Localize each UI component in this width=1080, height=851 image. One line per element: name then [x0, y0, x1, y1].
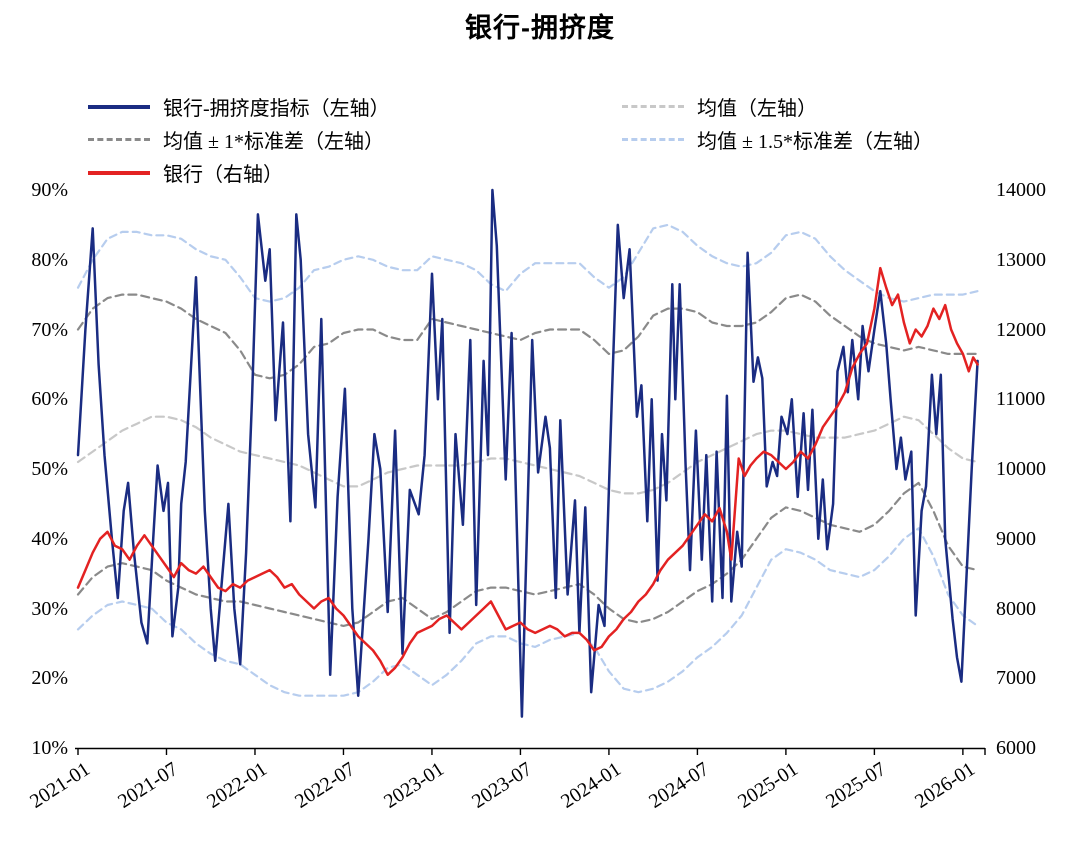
- legend-crowding-line-icon: [88, 104, 150, 109]
- right-axis-tick-label: 10000: [996, 458, 1046, 480]
- left-axis-tick-label: 10%: [31, 737, 68, 759]
- left-axis-tick-label: 40%: [31, 527, 68, 550]
- legend-item: 均值 ± 1.5*标准差（左轴）: [622, 123, 933, 156]
- legend-item: 均值 ± 1*标准差（左轴）: [88, 123, 390, 156]
- left-axis-tick-label: 70%: [31, 318, 68, 341]
- left-axis-tick-label: 30%: [31, 597, 68, 620]
- series-line: [76, 527, 979, 697]
- series-line: [76, 266, 979, 677]
- legend: 银行-拥挤度指标（左轴） 均值 ± 1*标准差（左轴） 银行（右轴） 均值（左轴）均…: [0, 90, 1080, 186]
- right-axis-tick-label: 9000: [996, 527, 1036, 550]
- legend-label: 均值 ± 1.5*标准差（左轴）: [697, 131, 933, 153]
- right-axis-tick-label: 8000: [996, 597, 1036, 620]
- series-line: [76, 481, 979, 627]
- right-axis-tick-label: 13000: [996, 248, 1046, 271]
- legend-label: 均值 ± 1*标准差（左轴）: [163, 131, 384, 153]
- right-axis-tick-label: 7000: [996, 667, 1036, 690]
- right-axis-tick-label: 11000: [996, 388, 1046, 411]
- left-axis-tick-label: 60%: [31, 388, 68, 411]
- chart-title: 银行-拥挤度: [465, 13, 615, 43]
- left-axis-tick-label: 50%: [31, 458, 68, 480]
- legend-bank-line-icon: [88, 170, 150, 175]
- legend-item: 银行-拥挤度指标（左轴）: [88, 90, 390, 123]
- right-axis-tick-label: 14000: [996, 179, 1046, 201]
- legend-item: 银行（右轴）: [88, 156, 390, 189]
- right-axis-tick-label: 6000: [996, 737, 1036, 759]
- legend-column-left: 银行-拥挤度指标（左轴） 均值 ± 1*标准差（左轴） 银行（右轴）: [88, 90, 390, 189]
- legend-band15-line-icon: [622, 138, 684, 141]
- right-axis-tick-label: 12000: [996, 318, 1046, 341]
- legend-label: 银行-拥挤度指标（左轴）: [163, 98, 390, 120]
- left-axis-tick-label: 80%: [31, 248, 68, 271]
- legend-label: 银行（右轴）: [163, 164, 283, 186]
- legend-column-right: 均值（左轴） 均值 ± 1.5*标准差（左轴）: [622, 90, 933, 156]
- series-line: [76, 223, 979, 303]
- legend-mean-line-icon: [622, 105, 684, 108]
- series-line: [76, 188, 979, 718]
- legend-band1-line-icon: [88, 138, 150, 141]
- left-axis-tick-label: 20%: [31, 667, 68, 690]
- legend-item: 均值（左轴）: [622, 90, 933, 123]
- series-line: [76, 293, 979, 380]
- legend-label: 均值（左轴）: [697, 98, 817, 120]
- left-axis-tick-label: 90%: [31, 179, 68, 201]
